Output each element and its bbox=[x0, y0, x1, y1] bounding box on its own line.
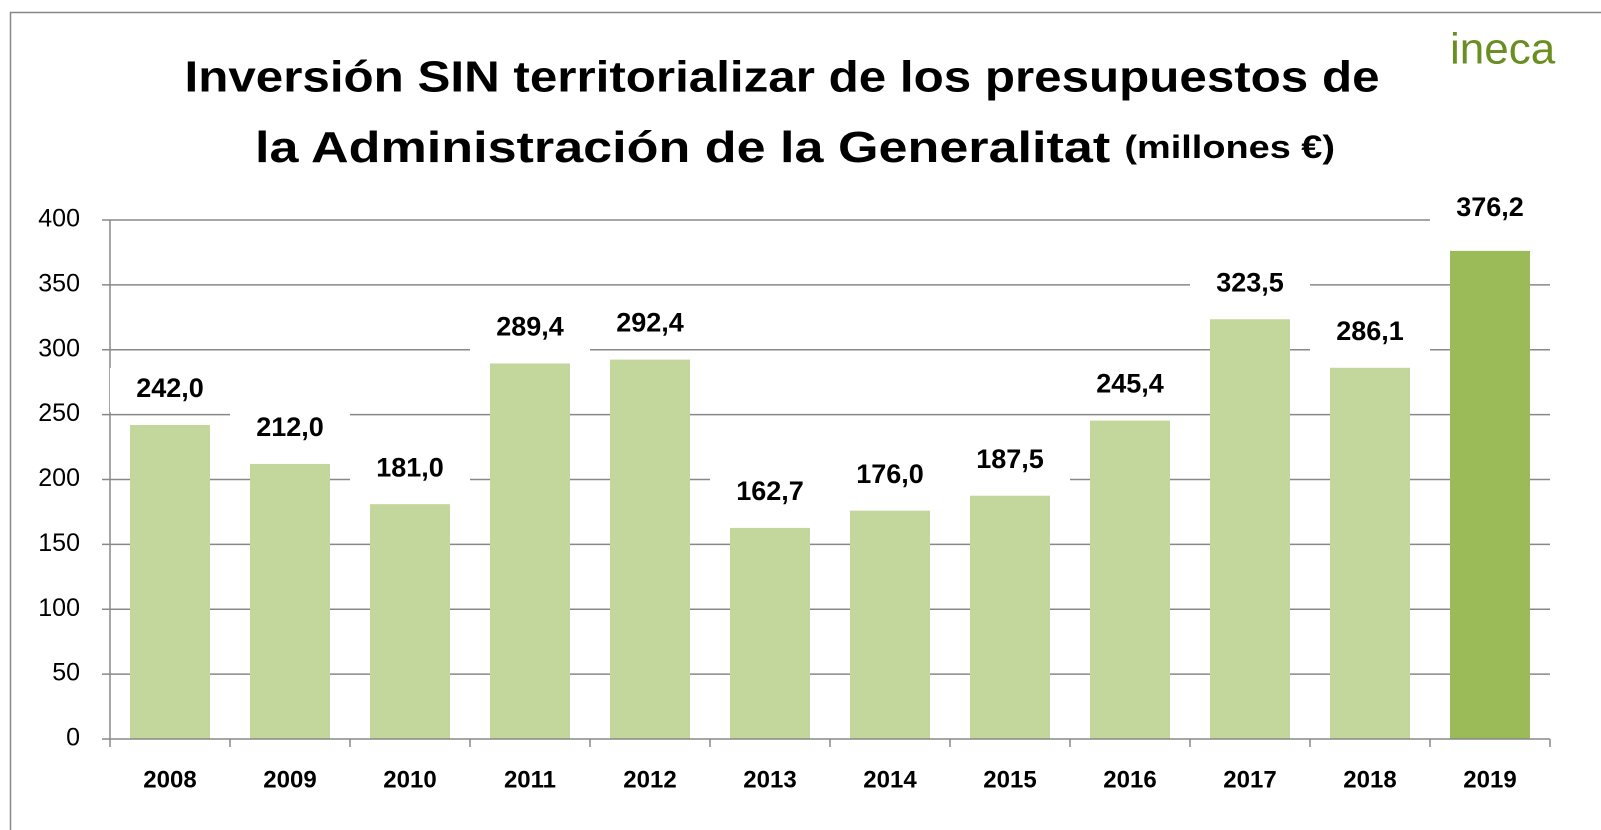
x-tick-label: 2013 bbox=[743, 766, 796, 793]
value-label-bg bbox=[110, 368, 230, 413]
x-tick-label: 2010 bbox=[383, 766, 436, 793]
y-tick-label: 150 bbox=[38, 529, 80, 557]
y-tick-label: 200 bbox=[38, 464, 80, 492]
bar bbox=[130, 425, 210, 739]
x-tick-label: 2014 bbox=[863, 766, 917, 793]
bar bbox=[730, 527, 810, 739]
value-label: 187,5 bbox=[976, 444, 1044, 474]
value-label: 245,4 bbox=[1096, 369, 1164, 399]
x-tick-label: 2008 bbox=[143, 766, 196, 793]
value-label-bg bbox=[1310, 310, 1430, 355]
x-tick-label: 2016 bbox=[1103, 766, 1156, 793]
chart-subtitle: (millones €) bbox=[1124, 129, 1335, 165]
chart-title: la Administración de la Generalitat bbox=[255, 123, 1111, 172]
y-tick-label: 400 bbox=[38, 205, 80, 233]
value-label-bg bbox=[1430, 186, 1550, 231]
y-tick-label: 350 bbox=[38, 269, 80, 297]
value-label: 376,2 bbox=[1456, 192, 1524, 222]
y-tick-label: 100 bbox=[38, 594, 80, 622]
bar bbox=[370, 504, 450, 739]
value-label: 286,1 bbox=[1336, 316, 1404, 346]
bar bbox=[1450, 250, 1530, 739]
value-label-bg bbox=[590, 302, 710, 347]
frame bbox=[9, 11, 1601, 830]
value-label: 181,0 bbox=[376, 452, 444, 482]
y-tick-label: 0 bbox=[66, 724, 80, 752]
value-label: 289,4 bbox=[496, 312, 564, 342]
bar bbox=[1210, 319, 1290, 739]
bar bbox=[1090, 420, 1170, 739]
bar bbox=[490, 363, 570, 739]
y-tick-label: 250 bbox=[38, 399, 80, 427]
value-label-bg bbox=[230, 406, 350, 451]
value-label: 242,0 bbox=[136, 373, 204, 403]
x-tick-label: 2011 bbox=[504, 766, 556, 793]
value-label-bg bbox=[950, 438, 1070, 483]
x-tick-label: 2019 bbox=[1463, 766, 1516, 793]
bar bbox=[250, 463, 330, 739]
x-tick-label: 2012 bbox=[623, 766, 676, 793]
bar bbox=[850, 510, 930, 739]
x-tick-label: 2018 bbox=[1343, 766, 1396, 793]
chart-title-line: la Administración de la Generalitat (mill… bbox=[255, 123, 1335, 172]
value-label: 292,4 bbox=[616, 308, 684, 338]
x-tick-label: 2017 bbox=[1223, 766, 1276, 793]
value-label-bg bbox=[830, 453, 950, 498]
y-tick-label: 300 bbox=[38, 334, 80, 362]
value-label-bg bbox=[470, 306, 590, 351]
x-tick-label: 2015 bbox=[983, 766, 1036, 793]
value-label-bg bbox=[350, 447, 470, 492]
logo: ineca bbox=[1450, 25, 1556, 74]
value-label-bg bbox=[1190, 262, 1310, 307]
y-tick-label: 50 bbox=[52, 659, 80, 687]
chart-title: Inversión SIN territorializar de los pre… bbox=[185, 53, 1380, 102]
value-label: 323,5 bbox=[1216, 267, 1284, 297]
bar bbox=[610, 359, 690, 739]
value-label: 176,0 bbox=[856, 459, 924, 489]
x-tick-label: 2009 bbox=[263, 766, 316, 793]
value-label-bg bbox=[710, 470, 830, 515]
value-label-bg bbox=[1070, 363, 1190, 408]
value-label: 212,0 bbox=[256, 412, 324, 442]
value-label: 162,7 bbox=[736, 476, 804, 506]
bar bbox=[1330, 367, 1410, 739]
bar bbox=[970, 495, 1050, 739]
